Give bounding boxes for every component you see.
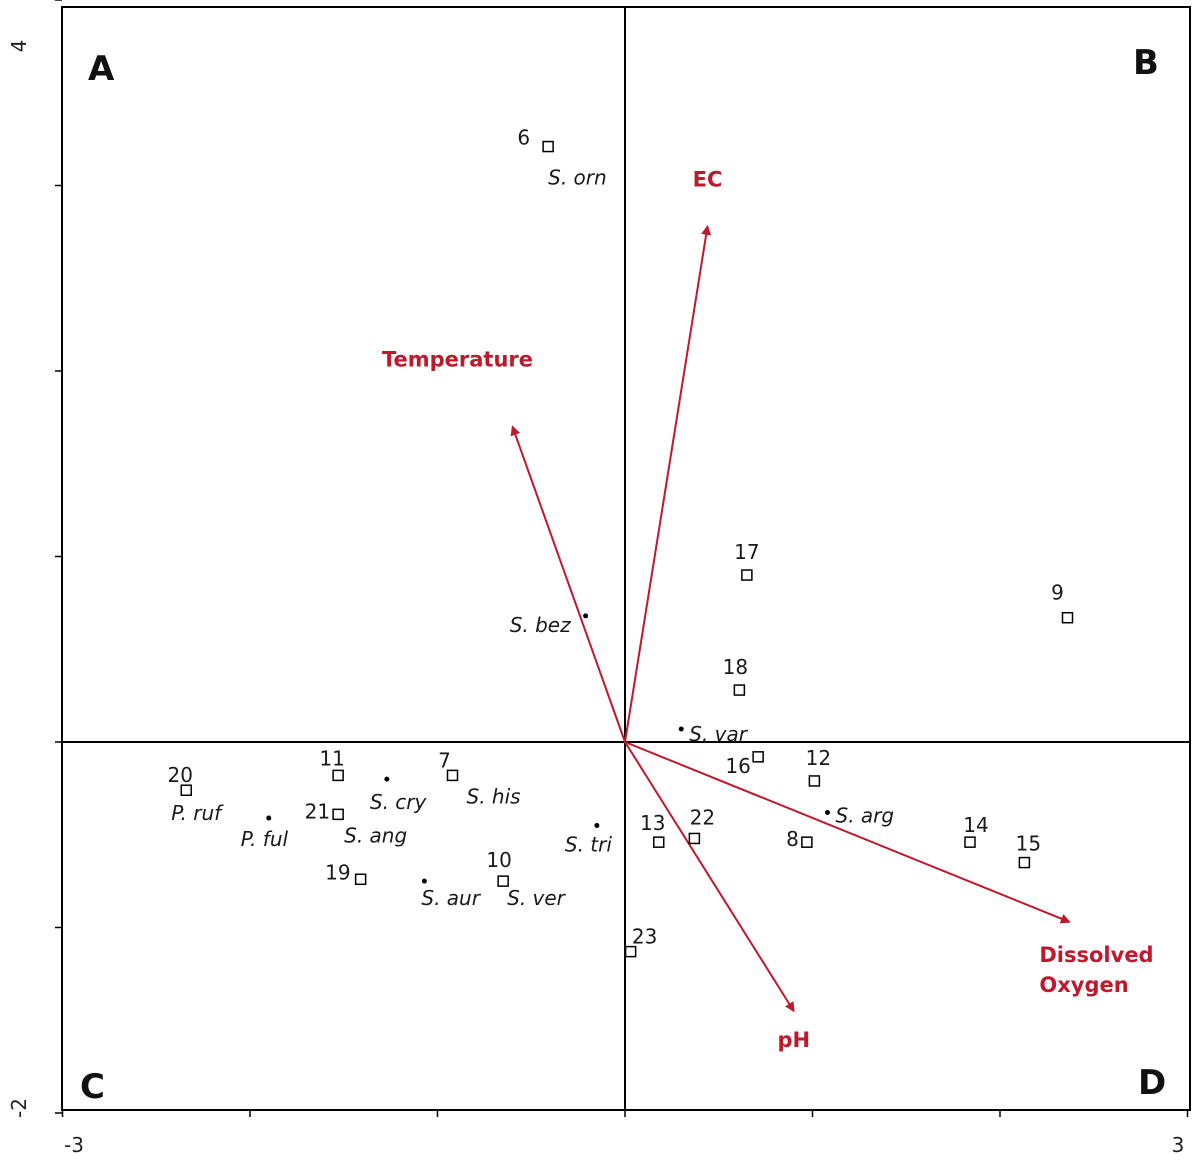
- site-label: 11: [319, 746, 344, 770]
- species-label: S. ang: [344, 823, 407, 847]
- species-label: S. orn: [548, 166, 607, 190]
- vector-label: Oxygen: [1039, 973, 1128, 997]
- site-marker: [801, 836, 813, 848]
- site-marker: [688, 832, 701, 845]
- vector-arrow: [624, 741, 795, 1013]
- species-marker: [421, 878, 427, 884]
- site-label: 22: [690, 805, 715, 829]
- site-marker: [964, 836, 976, 848]
- species-marker: [825, 809, 830, 815]
- species-marker: [583, 613, 589, 619]
- vector-arrow: [624, 741, 1071, 924]
- vector-label: Temperature: [382, 348, 533, 372]
- site-marker: [1018, 856, 1031, 869]
- site-label: 15: [1016, 832, 1041, 856]
- x-tick-label-max: 3: [1172, 1133, 1185, 1157]
- species-label: S. var: [689, 722, 749, 746]
- site-label: 16: [725, 754, 750, 778]
- site-label: 23: [632, 925, 657, 949]
- species-label: S. cry: [370, 790, 428, 814]
- species-marker: [266, 815, 272, 821]
- quadrant-label-d: D: [1138, 1063, 1166, 1103]
- site-points: 6 17 9 18 16 12 11 7 20 21 13 22 8 14 15 19 10 23: [168, 126, 1074, 958]
- species-points: S. orn S. bez S. var S. his S. cry P. ruf P. f…: [171, 166, 894, 911]
- vector-label: pH: [777, 1028, 810, 1052]
- vector-label: Dissolved: [1039, 943, 1153, 967]
- site-label: 7: [438, 748, 451, 772]
- environmental-vectors: EC Temperature Dissolved Oxygen pH: [382, 167, 1154, 1052]
- site-label: 14: [963, 813, 988, 837]
- species-marker: [594, 822, 600, 828]
- x-tick-label-min: -3: [64, 1133, 84, 1157]
- site-marker: [752, 751, 764, 763]
- species-label: P. ruf: [171, 801, 224, 825]
- site-marker: [653, 836, 665, 848]
- y-tick-label-max: 4: [7, 40, 31, 53]
- species-label: S. arg: [836, 803, 895, 827]
- species-label: P. ful: [241, 827, 289, 851]
- site-marker: [741, 569, 753, 581]
- site-marker: [332, 808, 344, 821]
- quadrant-label-a: A: [88, 49, 115, 89]
- site-label: 17: [734, 540, 759, 564]
- site-label: 12: [806, 746, 831, 770]
- axis-ticks: [55, 0, 1189, 1117]
- quadrant-label-c: C: [80, 1067, 105, 1107]
- site-marker: [332, 769, 344, 782]
- site-marker: [354, 873, 367, 886]
- site-marker: [733, 684, 746, 696]
- site-marker: [180, 784, 192, 796]
- site-label: 9: [1051, 581, 1064, 605]
- site-marker: [446, 769, 459, 782]
- site-marker: [1061, 611, 1074, 624]
- site-marker: [624, 945, 637, 958]
- species-label: S. aur: [421, 886, 481, 910]
- vector-arrow: [624, 224, 712, 743]
- site-marker: [542, 140, 554, 153]
- y-tick-label-min: -2: [7, 1098, 31, 1118]
- site-marker: [497, 875, 509, 887]
- site-label: 8: [786, 827, 799, 851]
- species-label: S. bez: [510, 613, 571, 637]
- site-label: 6: [517, 126, 530, 150]
- species-marker: [678, 726, 684, 732]
- site-marker: [808, 775, 821, 787]
- site-label: 10: [486, 848, 511, 872]
- site-label: 20: [168, 763, 193, 787]
- vector-arrow: [510, 425, 626, 743]
- species-label: S. his: [467, 784, 521, 808]
- species-marker: [384, 776, 390, 782]
- vector-label: EC: [693, 167, 723, 191]
- site-label: 18: [723, 655, 748, 679]
- site-label: 21: [305, 799, 330, 823]
- species-label: S. ver: [507, 886, 567, 910]
- quadrant-label-b: B: [1133, 43, 1159, 83]
- site-label: 19: [325, 860, 350, 884]
- species-label: S. tri: [565, 832, 612, 856]
- site-label: 13: [640, 811, 665, 835]
